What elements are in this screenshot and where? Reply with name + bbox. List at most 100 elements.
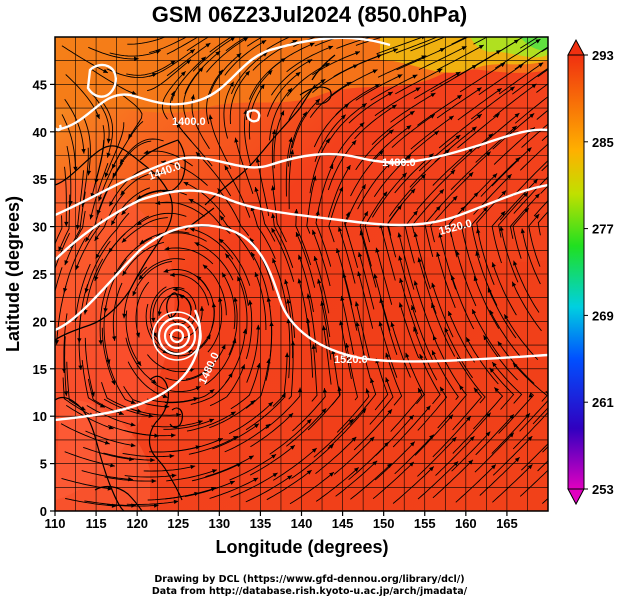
streamline [354, 104, 397, 140]
streamline-arrow [504, 314, 509, 320]
streamline [390, 387, 423, 432]
streamline-arrow [386, 463, 392, 469]
streamline [89, 68, 137, 95]
streamline-arrow [256, 363, 261, 369]
streamline-arrow [48, 283, 52, 288]
streamline [512, 411, 548, 450]
streamline [204, 338, 236, 386]
streamline [224, 165, 251, 218]
streamline [209, 364, 246, 407]
streamline-arrow [112, 336, 117, 341]
streamline [457, 113, 500, 149]
streamline [537, 460, 548, 472]
streamline [104, 476, 157, 482]
streamline-arrow [121, 237, 127, 243]
streamline [492, 435, 533, 476]
streamline-arrow [501, 190, 507, 196]
streamline [374, 358, 389, 411]
streamline-arrow [410, 305, 416, 311]
streamline-arrow [398, 255, 403, 261]
streamline [414, 232, 431, 290]
streamline-arrow [211, 302, 217, 308]
streamline-arrow [106, 359, 111, 365]
coastline [311, 54, 336, 81]
streamline-arrow [86, 170, 92, 176]
streamline [254, 271, 267, 330]
streamline-arrow [455, 250, 460, 256]
streamline-arrow [468, 172, 474, 177]
streamline-arrow [413, 280, 418, 286]
streamline-arrow [514, 113, 520, 118]
streamline-arrow [444, 149, 450, 154]
streamline-arrow [272, 472, 278, 478]
streamline-arrow [313, 256, 318, 261]
streamline [64, 166, 67, 227]
streamline-arrow [439, 48, 445, 53]
streamline-arrow [338, 186, 343, 192]
streamline [371, 110, 415, 146]
streamline-arrow [98, 340, 103, 345]
streamline [76, 170, 84, 230]
streamline [94, 125, 105, 184]
x-tick-label: 130 [208, 516, 230, 531]
streamline-arrow [295, 232, 300, 238]
streamline-arrow [180, 71, 186, 77]
streamline [245, 358, 270, 409]
streamline-arrow [120, 190, 126, 196]
streamline-arrow [219, 238, 224, 244]
streamline [164, 487, 216, 500]
streamline-arrow [335, 248, 341, 254]
streamline-arrow [485, 431, 491, 437]
streamline [392, 466, 435, 504]
streamline [166, 469, 218, 482]
streamline-arrow [139, 239, 145, 244]
x-tick-label: 160 [455, 516, 477, 531]
streamline [295, 208, 312, 266]
streamline [217, 188, 250, 236]
streamline-arrow [322, 388, 328, 393]
streamline-arrow [95, 253, 100, 259]
streamline [125, 310, 142, 367]
streamline [493, 127, 536, 165]
streamline [84, 337, 95, 397]
streamline-arrow [234, 137, 239, 143]
streamline [431, 302, 456, 357]
streamline-arrow [237, 276, 242, 282]
streamline [129, 408, 181, 416]
streamline-arrow [254, 186, 259, 192]
streamline-arrow [130, 399, 136, 404]
streamline [473, 276, 500, 329]
streamline-arrow [152, 332, 157, 338]
streamline-arrow [321, 408, 327, 414]
streamline-arrow [173, 287, 178, 292]
streamline-arrow [466, 416, 471, 422]
streamline-arrow [582, 23, 587, 27]
streamline [81, 147, 89, 208]
y-tick-label: 45 [33, 77, 47, 92]
streamline-arrow [155, 49, 161, 54]
streamline-arrow [208, 28, 213, 32]
streamline [350, 150, 384, 197]
streamline-arrow [64, 260, 69, 266]
streamline-arrow [233, 436, 239, 441]
streamline-arrow [255, 157, 261, 163]
streamline [158, 293, 192, 317]
streamline-arrow [535, 39, 541, 44]
streamline [470, 86, 515, 120]
streamline-arrow [284, 352, 290, 358]
streamline-arrow [518, 64, 524, 69]
streamline [61, 45, 109, 74]
streamline [86, 405, 136, 426]
streamline-arrow [499, 226, 504, 231]
x-tick-label: 165 [496, 516, 518, 531]
streamline [295, 231, 316, 288]
streamline-arrow [61, 368, 67, 373]
streamline-arrow [106, 138, 111, 144]
streamline [74, 263, 91, 322]
streamline [475, 414, 515, 456]
streamline-arrow [194, 242, 200, 247]
streamline-arrow [346, 165, 351, 171]
map-title: GSM 06Z23Jul2024 (850.0hPa) [151, 2, 468, 27]
streamline [208, 52, 242, 99]
streamline [122, 94, 143, 139]
